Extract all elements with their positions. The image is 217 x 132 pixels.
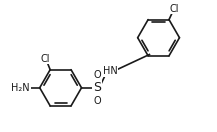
- Text: H₂N: H₂N: [11, 83, 30, 93]
- Text: Cl: Cl: [170, 4, 179, 14]
- Text: HN: HN: [103, 66, 118, 76]
- Text: Cl: Cl: [40, 54, 50, 64]
- Text: O: O: [93, 70, 101, 80]
- Text: S: S: [93, 81, 101, 94]
- Text: O: O: [93, 96, 101, 106]
